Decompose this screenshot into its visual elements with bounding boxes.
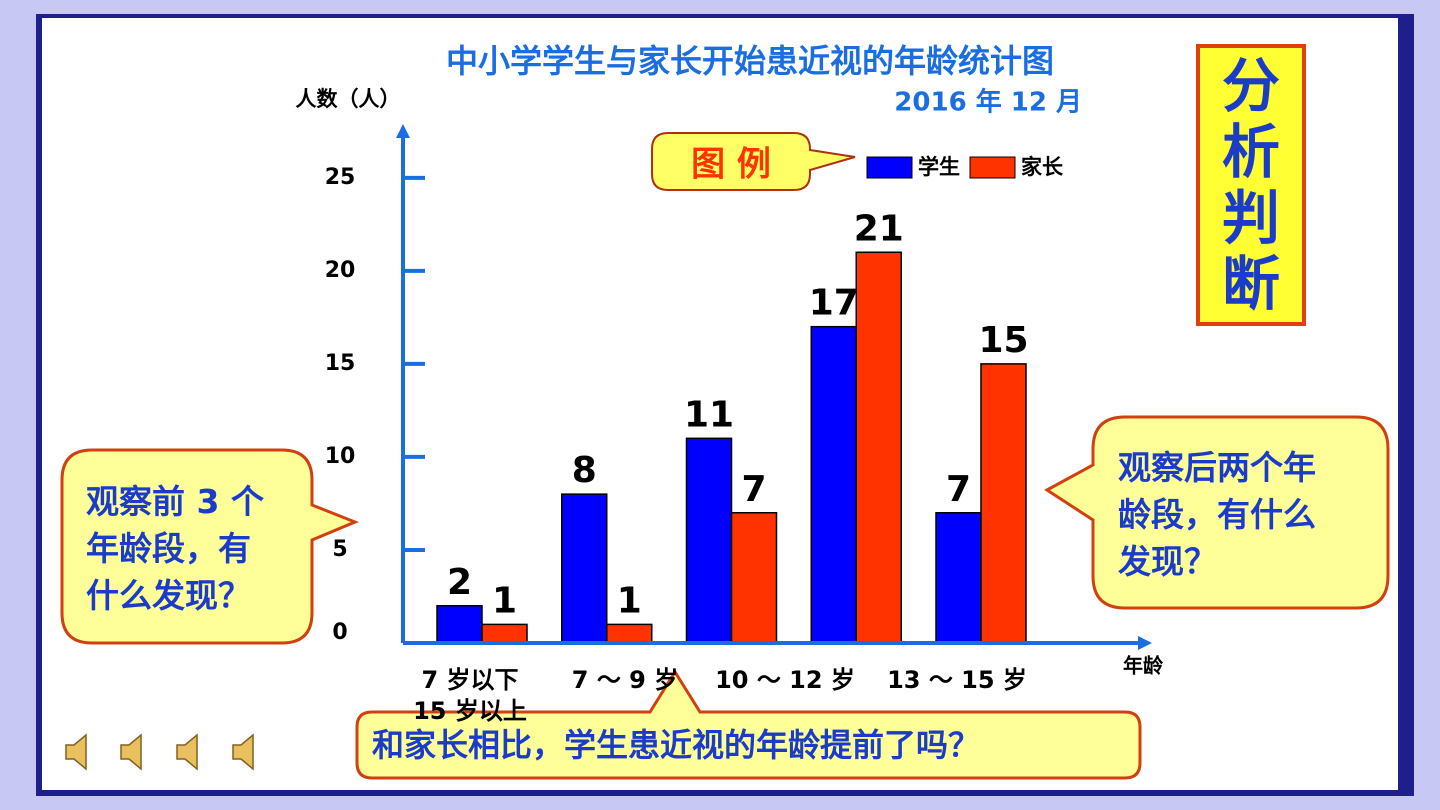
legend-label: 家长 xyxy=(1021,155,1064,179)
speaker-icon xyxy=(176,733,198,771)
x-tick-label: 7 ～ 9 岁 xyxy=(572,666,678,694)
legend-title: 图 例 xyxy=(691,145,771,185)
bar xyxy=(561,493,608,644)
bar xyxy=(606,623,653,644)
value-label: 11 xyxy=(684,394,734,435)
value-label: 1 xyxy=(492,580,517,621)
plot-area xyxy=(436,251,1027,644)
x-axis-label: 年龄 xyxy=(1123,654,1164,678)
x-tick-label: 15 岁以上 xyxy=(413,697,527,725)
callout-line: 龄段，有什么 xyxy=(1118,495,1316,534)
speaker-icons xyxy=(65,733,254,771)
x-axis-arrow xyxy=(1138,636,1152,650)
bar xyxy=(436,605,483,644)
right-callout: 观察后两个年 龄段，有什么 发现？ xyxy=(1118,444,1316,585)
value-label: 7 xyxy=(741,469,766,510)
left-callout-shape xyxy=(60,448,359,645)
legend-label: 学生 xyxy=(918,155,960,179)
value-label: 7 xyxy=(946,469,971,510)
value-label: 21 xyxy=(854,208,904,249)
callout-line: 什么发现？ xyxy=(86,576,251,615)
bar xyxy=(685,437,733,644)
y-tick-label: 0 xyxy=(332,620,347,645)
value-label: 1 xyxy=(617,580,642,621)
y-axis-label: 人数（人） xyxy=(296,87,401,111)
value-label: 17 xyxy=(809,283,859,324)
y-tick-label: 5 xyxy=(332,537,347,562)
legend-swatch xyxy=(866,156,913,179)
callout-line: 观察前 3 个 xyxy=(86,482,264,521)
bar xyxy=(730,512,778,644)
value-label: 8 xyxy=(572,450,597,491)
bar xyxy=(855,251,902,644)
side-box xyxy=(1196,44,1306,326)
right-callout-shape xyxy=(1044,415,1390,610)
left-callout: 观察前 3 个年龄段，有什么发现？ xyxy=(86,478,264,619)
x-tick-label: 10 ～ 12 岁 xyxy=(715,666,855,694)
bar xyxy=(980,363,1027,644)
chart-subtitle: 2016 年 12 月 xyxy=(894,87,1082,118)
y-tick-label: 25 xyxy=(325,165,356,190)
speaker-icon xyxy=(120,733,142,771)
bar xyxy=(935,512,982,644)
bottom-callout-shape xyxy=(355,669,1142,780)
bottom-callout: 和家长相比，学生患近视的年龄提前了吗？ xyxy=(372,722,980,768)
speaker-icon xyxy=(65,733,87,771)
y-tick-label: 10 xyxy=(325,444,356,469)
side-box-text: 分析判断 xyxy=(1198,46,1304,324)
speaker-icon xyxy=(232,733,254,771)
callout-line: 发现？ xyxy=(1118,542,1217,581)
callout-line: 观察后两个年 xyxy=(1118,448,1316,487)
y-axis-arrow xyxy=(396,124,410,138)
chart-title: 中小学学生与家长开始患近视的年龄统计图 xyxy=(446,42,1054,80)
bar xyxy=(810,325,857,644)
y-tick-label: 15 xyxy=(325,351,356,376)
bar xyxy=(481,623,528,644)
x-tick-label: 13 ～ 15 岁 xyxy=(887,666,1027,694)
legend-swatch xyxy=(969,156,1016,179)
value-label: 15 xyxy=(978,320,1028,361)
callout-line: 和家长相比，学生患近视的年龄提前了吗？ xyxy=(372,726,981,764)
y-tick-label: 20 xyxy=(325,258,356,283)
callout-line: 年龄段，有 xyxy=(86,529,251,568)
legend-callout xyxy=(651,132,856,191)
side-box-label: 分析判断 xyxy=(1222,52,1281,318)
legend: 学生 家长 xyxy=(866,155,1064,179)
value-label: 2 xyxy=(447,562,472,603)
x-tick-label: 7 岁以下 xyxy=(421,666,518,694)
